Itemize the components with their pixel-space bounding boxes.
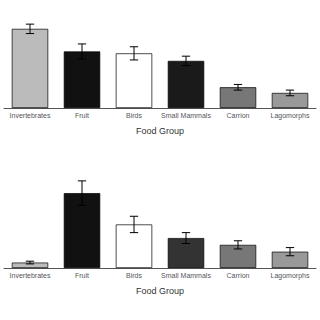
- svg-text:Invertebrates: Invertebrates: [10, 112, 51, 119]
- svg-text:Small Mammals: Small Mammals: [161, 112, 211, 119]
- svg-text:Small Mammals: Small Mammals: [161, 272, 211, 279]
- svg-text:Food Group: Food Group: [136, 126, 184, 136]
- svg-text:Fruit: Fruit: [75, 112, 89, 119]
- svg-text:Lagomorphs: Lagomorphs: [271, 112, 310, 120]
- svg-text:Carrion: Carrion: [227, 112, 250, 119]
- svg-text:Birds: Birds: [126, 112, 142, 119]
- svg-text:Carrion: Carrion: [227, 272, 250, 279]
- svg-text:Food Group: Food Group: [136, 286, 184, 296]
- svg-text:Lagomorphs: Lagomorphs: [271, 272, 310, 280]
- svg-text:Invertebrates: Invertebrates: [10, 272, 51, 279]
- svg-text:Fruit: Fruit: [75, 272, 89, 279]
- svg-text:Birds: Birds: [126, 272, 142, 279]
